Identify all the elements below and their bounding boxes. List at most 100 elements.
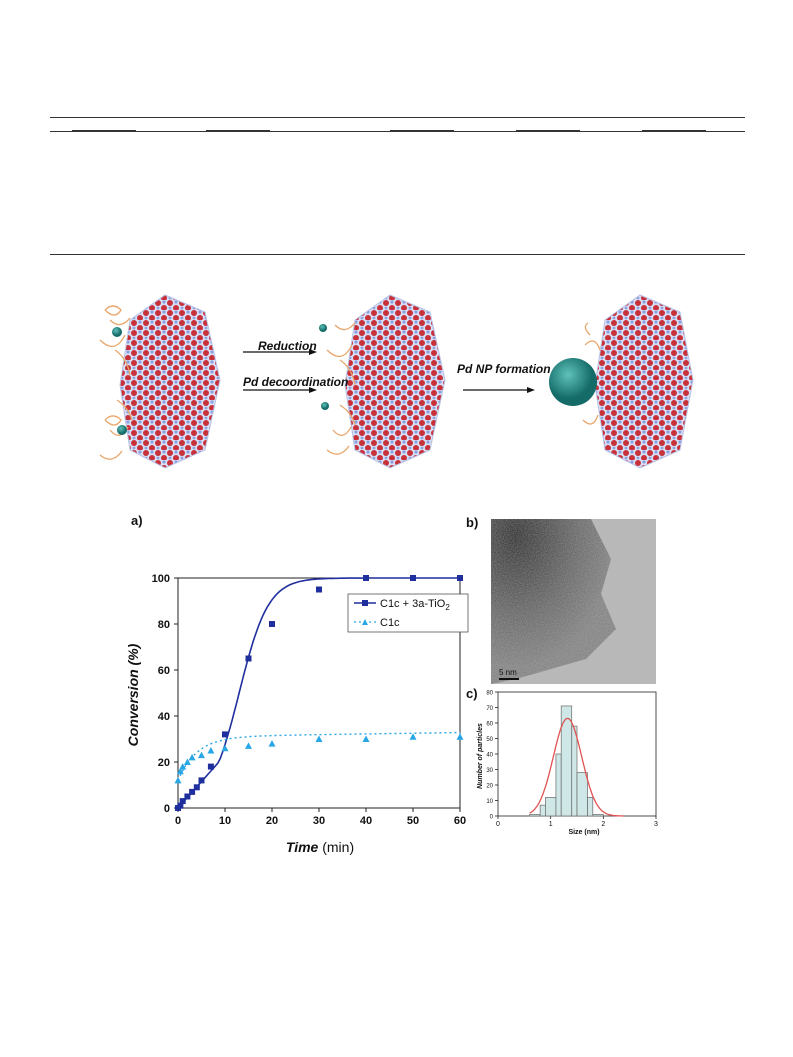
table-sub-rule-2 xyxy=(206,130,270,132)
hist-y-tick-label: 80 xyxy=(486,691,493,697)
tio2-crystal-1 xyxy=(119,294,221,469)
hist-y-tick-label: 70 xyxy=(486,706,493,712)
x-tick-label: 60 xyxy=(454,815,466,827)
x-tick-label: 50 xyxy=(407,815,419,827)
hist-y-tick-label: 30 xyxy=(486,768,493,774)
hist-bar xyxy=(571,725,578,817)
series2-point xyxy=(188,753,196,761)
pd-atom-2 xyxy=(117,425,127,435)
hist-y-tick-label: 40 xyxy=(486,753,493,759)
pd-nanoparticle xyxy=(549,358,597,406)
series2-point xyxy=(268,740,276,747)
series2-point xyxy=(176,767,184,775)
conversion-chart: 0 10 20 30 40 50 60 0 20 40 60 80 100 C1c + 3a-TiO2 … xyxy=(125,573,469,855)
hist-bar xyxy=(576,772,588,817)
ligand-cluster-3 xyxy=(582,322,601,425)
series1-point xyxy=(177,802,184,809)
hist-x-tick-label: 3 xyxy=(654,821,658,828)
series2-point xyxy=(174,776,182,784)
ligand-cluster-2 xyxy=(326,322,356,455)
hist-y-tick-label: 20 xyxy=(486,784,493,790)
hist-x-tick-label: 2 xyxy=(601,821,605,828)
y-tick-label: 80 xyxy=(158,619,170,631)
legend: C1c + 3a-TiO2 C1c xyxy=(347,593,469,633)
legend-marker-triangle xyxy=(362,619,368,625)
table-sub-rule-4 xyxy=(516,130,580,132)
series2-point xyxy=(207,747,215,754)
pd-atom-1 xyxy=(112,327,122,337)
tio2-crystal-3 xyxy=(594,294,694,469)
hist-x-tick-label: 1 xyxy=(549,821,553,828)
hist-y-tick-label: 10 xyxy=(486,799,493,805)
series1-point xyxy=(363,575,369,581)
ligand-cluster-1 xyxy=(99,305,133,460)
series2-point xyxy=(221,744,229,752)
table-sub-rule-3 xyxy=(390,130,454,132)
hist-bar xyxy=(545,797,557,817)
hist-x-tick-label: 0 xyxy=(496,821,500,828)
series1-point xyxy=(316,586,322,593)
y-tick-label: 60 xyxy=(158,665,170,677)
x-tick-label: 20 xyxy=(266,815,278,827)
legend-series1: C1c + 3a-TiO2 xyxy=(380,598,450,612)
y-axis-label: Conversion (%) xyxy=(125,643,141,746)
hist-y-tick-label: 0 xyxy=(490,815,494,821)
series1-point xyxy=(184,793,191,800)
x-tick-label: 0 xyxy=(175,815,181,827)
tio2-crystal-2 xyxy=(344,294,446,469)
x-axis-label: Time (min) xyxy=(286,839,354,855)
hist-y-tick-label: 50 xyxy=(486,737,493,743)
y-tick-label: 20 xyxy=(158,757,170,769)
x-tick-label: 40 xyxy=(360,815,372,827)
series1-point xyxy=(222,731,228,738)
hist-y-label: Number of particles xyxy=(477,723,484,789)
panel-label-a: a) xyxy=(131,513,143,528)
hist-x-label: Size (nm) xyxy=(568,829,599,836)
scheme-step1-line1: Reduction xyxy=(258,339,317,353)
pd-atom-3 xyxy=(319,324,327,332)
hist-bar xyxy=(592,814,604,817)
scale-bar-label: 5 nm xyxy=(499,668,517,677)
series2-point xyxy=(179,763,187,770)
series1-point xyxy=(245,655,252,662)
series2-point xyxy=(315,735,323,742)
series2-point xyxy=(409,733,417,740)
series2-point xyxy=(198,751,205,759)
series2-point xyxy=(456,733,464,740)
scheme-step1-line2: Pd decoordination xyxy=(243,375,349,389)
hist-bar xyxy=(555,753,562,817)
table-bottom-rule xyxy=(50,254,745,255)
table-top-rule xyxy=(50,117,745,118)
series2-point xyxy=(362,735,370,742)
hist-y-tick-label: 60 xyxy=(486,722,493,728)
pd-nanoparticle-scheme xyxy=(99,294,694,469)
hist-bar xyxy=(587,797,594,817)
legend-series2: C1c xyxy=(380,617,400,629)
hist-bar xyxy=(529,814,541,817)
series1-point xyxy=(179,798,186,805)
panel-label-b: b) xyxy=(466,515,479,530)
series2-point xyxy=(183,758,191,765)
scheme-step2: Pd NP formation xyxy=(457,362,551,376)
hist-bar xyxy=(539,804,546,817)
gaussian-fit-curve xyxy=(529,717,624,817)
series1-point xyxy=(207,763,214,770)
x-tick-label: 30 xyxy=(313,815,325,827)
series1-point xyxy=(189,788,196,795)
series1-point xyxy=(410,575,416,581)
series1-point xyxy=(269,621,275,627)
legend-marker-square xyxy=(362,600,368,606)
series1-point xyxy=(457,575,463,581)
table-sub-rule-5 xyxy=(642,130,706,132)
y-tick-label: 100 xyxy=(152,573,170,585)
series1-point xyxy=(198,777,205,784)
series2-fit-line xyxy=(177,731,460,781)
series1-point xyxy=(193,784,200,791)
y-tick-label: 40 xyxy=(158,711,170,723)
y-tick-label: 0 xyxy=(164,803,170,815)
panel-label-c: c) xyxy=(466,686,478,701)
tem-image: 5 nm xyxy=(491,519,656,684)
table-sub-rule-1 xyxy=(72,130,136,132)
x-tick-label: 10 xyxy=(219,815,231,827)
